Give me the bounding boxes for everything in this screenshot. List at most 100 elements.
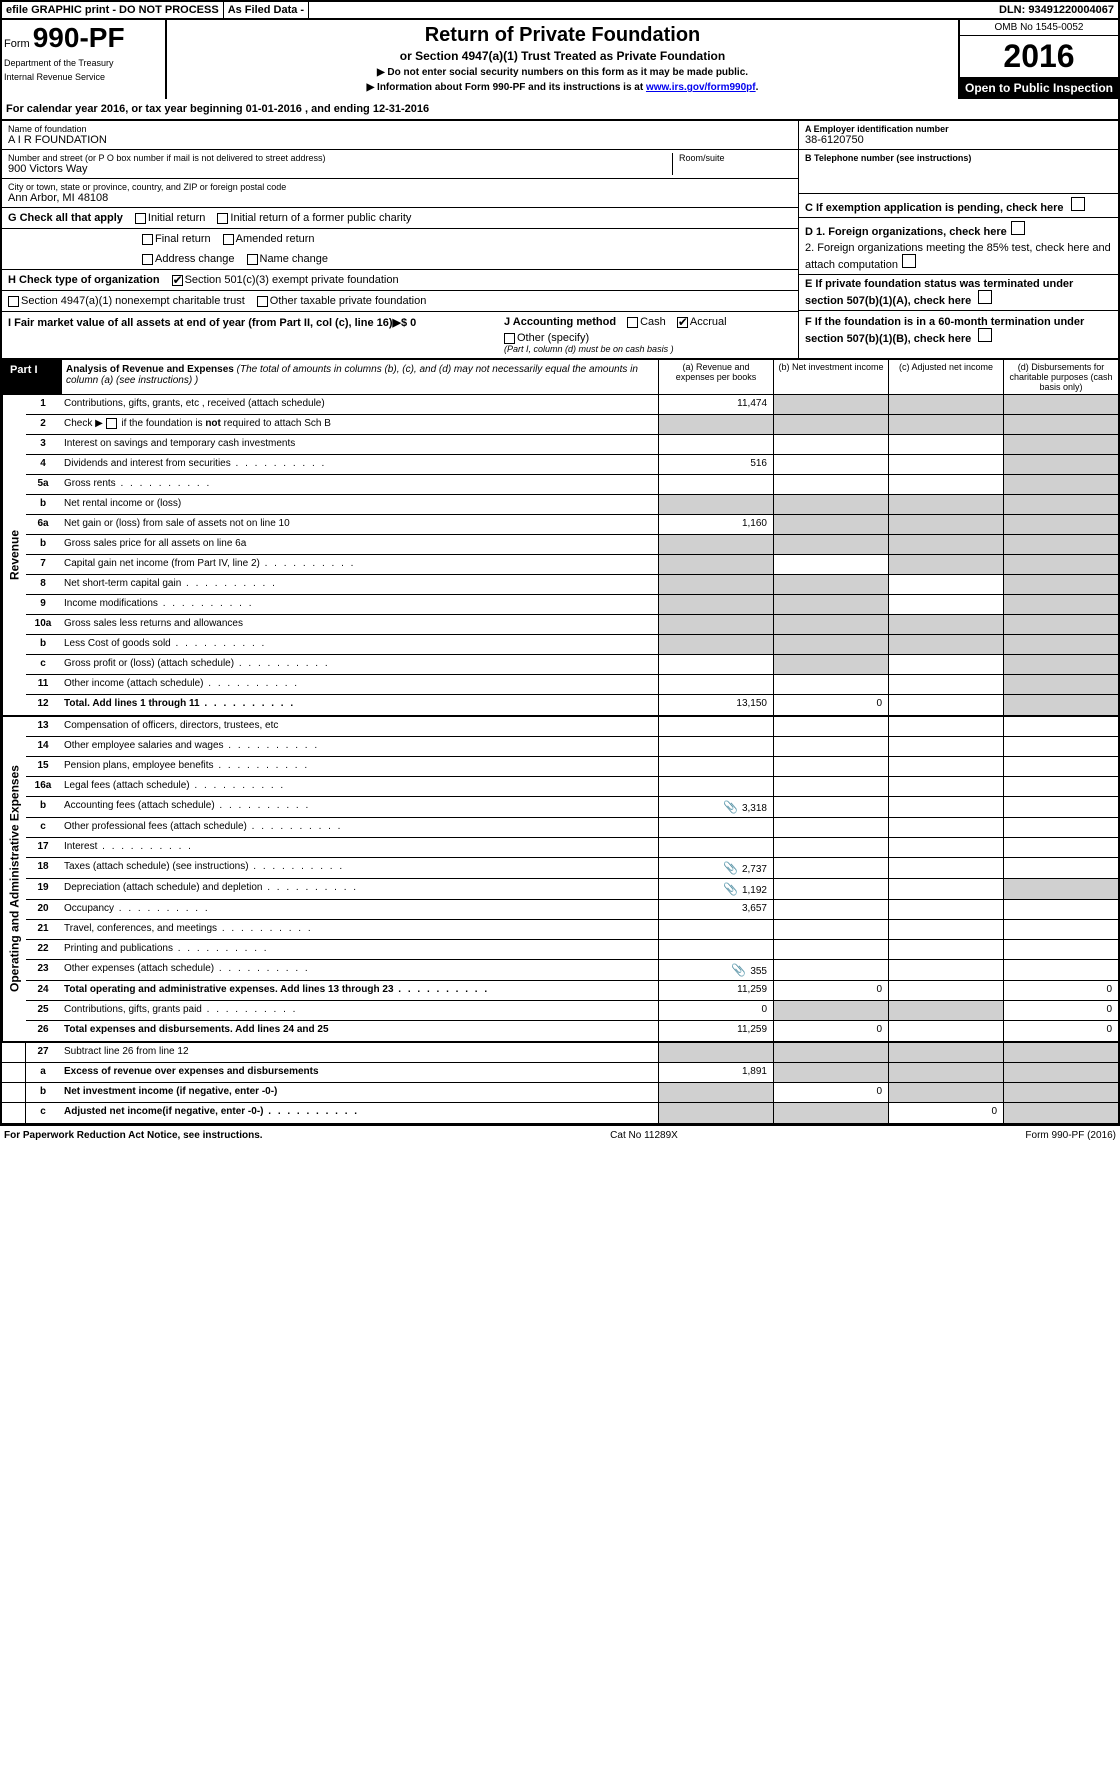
- l27b-d: [1003, 1083, 1118, 1102]
- h-label: H Check type of organization: [8, 274, 160, 286]
- chk-501c3[interactable]: [172, 275, 183, 286]
- irs-link[interactable]: www.irs.gov/form990pf: [646, 82, 756, 93]
- ein-value: 38-6120750: [805, 134, 1112, 146]
- line-9: 9Income modifications: [26, 595, 1118, 615]
- l27c-d: [1003, 1103, 1118, 1123]
- line-27b: bNet investment income (if negative, ent…: [2, 1083, 1118, 1103]
- attach-icon[interactable]: 📎: [723, 861, 738, 875]
- f-checkbox[interactable]: [978, 328, 992, 342]
- l21-b: [773, 920, 888, 939]
- l19-desc: Depreciation (attach schedule) and deple…: [60, 879, 658, 899]
- l4-c: [888, 455, 1003, 474]
- l27b-num: b: [26, 1083, 60, 1102]
- l3-a: [658, 435, 773, 454]
- l19-b: [773, 879, 888, 899]
- l14-desc: Other employee salaries and wages: [60, 737, 658, 756]
- l20-d: [1003, 900, 1118, 919]
- revenue-label: Revenue: [2, 395, 26, 715]
- f-label: F If the foundation is in a 60-month ter…: [805, 316, 1084, 345]
- l6a-d: [1003, 515, 1118, 534]
- chk-cash[interactable]: [627, 317, 638, 328]
- l10a-d: [1003, 615, 1118, 634]
- l14-b: [773, 737, 888, 756]
- l7-desc: Capital gain net income (from Part IV, l…: [60, 555, 658, 574]
- l19-a: 📎1,192: [658, 879, 773, 899]
- line-11: 11Other income (attach schedule): [26, 675, 1118, 695]
- chk-accrual[interactable]: [677, 317, 688, 328]
- l22-num: 22: [26, 940, 60, 959]
- l5a-c: [888, 475, 1003, 494]
- l15-b: [773, 757, 888, 776]
- c-checkbox[interactable]: [1071, 197, 1085, 211]
- l21-d: [1003, 920, 1118, 939]
- j-other: Other (specify): [517, 332, 589, 344]
- l20-b: [773, 900, 888, 919]
- chk-schb[interactable]: [106, 418, 117, 429]
- d1-checkbox[interactable]: [1011, 221, 1025, 235]
- l8-d: [1003, 575, 1118, 594]
- l16b-b: [773, 797, 888, 817]
- chk-4947[interactable]: [8, 296, 19, 307]
- attach-icon[interactable]: 📎: [723, 800, 738, 814]
- line-21: 21Travel, conferences, and meetings: [26, 920, 1118, 940]
- h-o2: Section 4947(a)(1) nonexempt charitable …: [21, 295, 245, 307]
- e-label: E If private foundation status was termi…: [805, 278, 1073, 307]
- l15-c: [888, 757, 1003, 776]
- line-5a: 5aGross rents: [26, 475, 1118, 495]
- d1-label: D 1. Foreign organizations, check here: [805, 226, 1007, 238]
- l14-a: [658, 737, 773, 756]
- attach-icon[interactable]: 📎: [731, 963, 746, 977]
- e-checkbox[interactable]: [978, 290, 992, 304]
- l2-num: 2: [26, 415, 60, 434]
- l22-desc: Printing and publications: [60, 940, 658, 959]
- l24-d: 0: [1003, 981, 1118, 1000]
- l4-a: 516: [658, 455, 773, 474]
- l27b-c: [888, 1083, 1003, 1102]
- line-13: 13Compensation of officers, directors, t…: [26, 717, 1118, 737]
- room-label: Room/suite: [679, 153, 792, 163]
- d2-checkbox[interactable]: [902, 254, 916, 268]
- l16b-d: [1003, 797, 1118, 817]
- chk-other-acct[interactable]: [504, 333, 515, 344]
- l10c-a: [658, 655, 773, 674]
- l11-c: [888, 675, 1003, 694]
- l10a-c: [888, 615, 1003, 634]
- l25-c: [888, 1001, 1003, 1020]
- d-cell: D 1. Foreign organizations, check here 2…: [799, 218, 1118, 275]
- l3-b: [773, 435, 888, 454]
- chk-amended[interactable]: [223, 234, 234, 245]
- g-row2: Final return Amended return: [2, 229, 798, 249]
- l1-desc: Contributions, gifts, grants, etc , rece…: [60, 395, 658, 414]
- l10a-b: [773, 615, 888, 634]
- line-7: 7Capital gain net income (from Part IV, …: [26, 555, 1118, 575]
- l23-b: [773, 960, 888, 980]
- chk-name[interactable]: [247, 254, 258, 265]
- chk-address[interactable]: [142, 254, 153, 265]
- col-a-header: (a) Revenue and expenses per books: [658, 360, 773, 394]
- footer-mid: Cat No 11289X: [610, 1130, 678, 1141]
- l27c-a: [658, 1103, 773, 1123]
- chk-final[interactable]: [142, 234, 153, 245]
- form-subtitle: or Section 4947(a)(1) Trust Treated as P…: [171, 49, 954, 63]
- l5a-a: [658, 475, 773, 494]
- line-19: 19Depreciation (attach schedule) and dep…: [26, 879, 1118, 900]
- footer: For Paperwork Reduction Act Notice, see …: [0, 1125, 1120, 1145]
- l15-desc: Pension plans, employee benefits: [60, 757, 658, 776]
- chk-initial-former[interactable]: [217, 213, 228, 224]
- l7-d: [1003, 555, 1118, 574]
- l10b-a: [658, 635, 773, 654]
- l21-num: 21: [26, 920, 60, 939]
- attach-icon[interactable]: 📎: [723, 882, 738, 896]
- l16c-num: c: [26, 818, 60, 837]
- title-row: Form 990-PF Department of the Treasury I…: [0, 20, 1120, 99]
- l6a-b: [773, 515, 888, 534]
- open-public: Open to Public Inspection: [960, 77, 1118, 99]
- l27-num: 27: [26, 1043, 60, 1062]
- line-5b: bNet rental income or (loss): [26, 495, 1118, 515]
- l3-num: 3: [26, 435, 60, 454]
- j-note: (Part I, column (d) must be on cash basi…: [504, 344, 792, 354]
- chk-initial[interactable]: [135, 213, 146, 224]
- chk-other-tax[interactable]: [257, 296, 268, 307]
- i-label: I Fair market value of all assets at end…: [8, 317, 416, 329]
- l27a-d: [1003, 1063, 1118, 1082]
